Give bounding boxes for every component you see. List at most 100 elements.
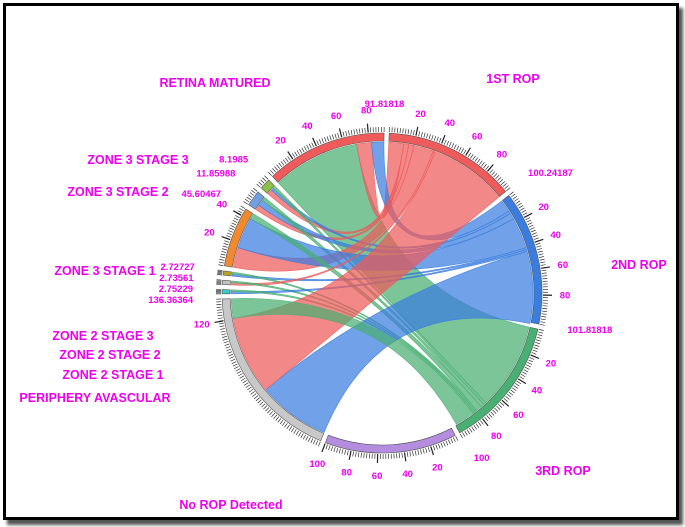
tick-mark: [515, 200, 521, 204]
tick-mark: [218, 322, 224, 325]
tick-mark: [239, 207, 244, 212]
tick-label-retina-matured: 20: [275, 136, 286, 147]
tick-mark: [452, 437, 456, 443]
tick-mark: [296, 150, 300, 155]
arc-zone-2-stage-1: [221, 289, 231, 295]
tick-mark: [240, 205, 246, 209]
tick-mark: [221, 333, 227, 336]
tick-mark: [477, 421, 482, 427]
tick-mark: [344, 449, 347, 455]
tick-mark: [357, 452, 360, 458]
major-tick: [441, 134, 446, 144]
tick-label-1st-rop: 60: [472, 132, 483, 143]
tick-mark: [236, 370, 242, 374]
tick-mark: [531, 352, 537, 355]
tick-mark: [480, 420, 484, 425]
tick-mark: [431, 134, 434, 140]
tick-mark: [511, 193, 516, 198]
tick-mark: [496, 405, 501, 410]
end-value-zone-2-stage-2: 2.73561: [159, 273, 194, 284]
tick-mark: [258, 181, 263, 186]
tick-mark: [268, 171, 272, 176]
tick-mark: [410, 129, 412, 135]
tick-mark: [270, 169, 274, 175]
tick-mark: [263, 405, 268, 410]
end-value-retina-matured: 91.81818: [365, 99, 405, 110]
tick-mark: [220, 253, 226, 256]
end-value-zone-3-stage-3: 8.1985: [219, 155, 249, 166]
tick-mark: [364, 127, 366, 133]
tick-mark: [486, 415, 491, 420]
tick-mark: [540, 318, 546, 321]
tick-label-3rd-rop: 80: [491, 431, 502, 442]
major-tick: [530, 354, 540, 359]
tick-mark: [328, 445, 331, 451]
tick-mark: [222, 245, 228, 248]
end-value-zone-2-stage-3: 2.72727: [160, 262, 194, 273]
tick-mark: [511, 387, 517, 391]
tick-mark: [535, 242, 541, 245]
segment-name-zone-2-stage-1: ZONE 2 STAGE 1: [62, 368, 163, 382]
tick-mark: [227, 232, 233, 236]
tick-mark: [532, 349, 538, 353]
tick-mark: [420, 449, 422, 455]
tick-mark: [259, 401, 264, 406]
tick-mark: [538, 331, 544, 334]
tick-mark: [498, 404, 503, 408]
tick-mark: [528, 359, 534, 363]
tick-mark: [470, 154, 474, 159]
tick-mark: [536, 245, 542, 248]
tick-mark: [423, 132, 426, 138]
tick-mark: [490, 411, 495, 416]
tick-mark: [523, 369, 529, 373]
tick-mark: [228, 230, 234, 233]
tick-mark: [246, 196, 251, 201]
tick-mark: [456, 145, 460, 151]
tick-mark: [234, 366, 239, 369]
tick-mark: [232, 363, 238, 367]
tick-mark: [315, 440, 319, 446]
tick-mark: [274, 166, 278, 171]
tick-mark: [502, 183, 507, 187]
tick-mark: [541, 316, 547, 318]
tick-mark: [530, 229, 536, 233]
tick-mark: [253, 395, 259, 400]
tick-mark: [402, 128, 404, 134]
tick-label-3rd-rop: 40: [532, 386, 543, 397]
tick-mark: [469, 428, 473, 433]
tick-mark: [285, 157, 289, 163]
tick-mark: [445, 440, 449, 446]
tick-mark: [287, 156, 291, 161]
tick-mark: [428, 134, 431, 140]
segment-name-1st-rop: 1ST ROP: [486, 72, 540, 86]
tick-mark: [329, 135, 332, 141]
tick-mark: [533, 347, 539, 350]
tick-mark: [499, 179, 504, 183]
tick-mark: [541, 272, 547, 274]
tick-mark: [500, 181, 506, 185]
tick-mark: [261, 403, 266, 408]
tick-mark: [453, 144, 457, 150]
tick-mark: [271, 412, 276, 418]
tick-label-2nd-rop: 60: [558, 260, 569, 271]
tick-mark: [230, 225, 236, 228]
arc-zone-2-stage-2: [221, 279, 231, 286]
tick-mark: [534, 344, 540, 347]
tick-mark: [308, 143, 312, 149]
major-tick: [321, 443, 326, 453]
label-layer: 20 40 60 80 100.24187 20 40 60 80 101.81818 20 40 60…: [19, 72, 666, 512]
tick-mark: [476, 158, 481, 164]
tick-mark: [217, 270, 223, 273]
tick-mark: [522, 371, 527, 375]
tick-label-3rd-rop: 60: [513, 410, 524, 421]
tick-mark: [217, 314, 223, 317]
tick-mark: [503, 398, 508, 402]
tick-mark: [398, 453, 401, 459]
end-value-2nd-rop: 101.81818: [567, 325, 612, 336]
tick-mark: [448, 439, 451, 445]
tick-mark: [307, 437, 311, 442]
tick-label-periphery-avascular: 120: [194, 320, 210, 331]
tick-mark: [448, 142, 452, 147]
end-value-3rd-rop: 100: [474, 453, 490, 464]
tick-label-retina-matured: 60: [331, 111, 342, 122]
